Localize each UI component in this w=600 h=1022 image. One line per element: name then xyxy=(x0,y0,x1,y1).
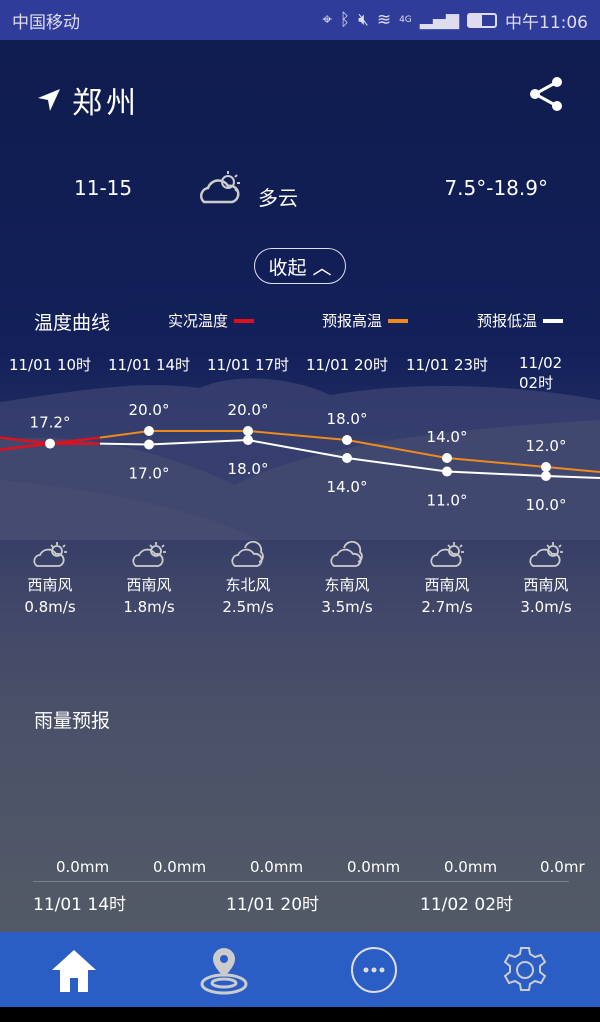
wifi-icon: ≋ xyxy=(376,10,392,30)
cloudy-icon xyxy=(330,540,363,567)
signal-icon: ▂▄▆ xyxy=(419,10,459,30)
time-label: 11/01 10时 xyxy=(8,356,92,374)
rain-date: 11/02 02时 xyxy=(420,895,514,915)
low-temp-label: 14.0° xyxy=(327,478,368,496)
temperature-chart: 17.2° 20.0° 17.0° 20.0° 18.0° 18.0° 14.0° 14.0°… xyxy=(0,378,600,540)
high-temp-label: 17.2° xyxy=(30,414,71,432)
system-nav-bar xyxy=(0,1007,600,1022)
partly-cloudy-icon xyxy=(132,542,166,567)
wind-speed: 2.7m/s xyxy=(421,598,473,616)
high-temp-point xyxy=(541,462,551,472)
legend-actual: 实况温度 xyxy=(168,310,255,331)
bluetooth-icon: ᛒ xyxy=(339,10,351,30)
partly-cloudy-icon xyxy=(198,168,242,213)
high-temp-label: 20.0° xyxy=(129,401,170,419)
high-temp-label: 18.0° xyxy=(327,410,368,428)
status-bar: 中国移动 ⌖ ᛒ 🔇︎ ≋ 4G ▂▄▆ 中午11:06 xyxy=(0,0,600,40)
wind-speed: 2.5m/s xyxy=(222,598,274,616)
location-icon[interactable] xyxy=(199,944,249,996)
hourly-item: 东南风 3.5m/s xyxy=(297,540,397,618)
hourly-item: 东北风 2.5m/s xyxy=(198,540,298,618)
low-temp-point xyxy=(442,466,452,477)
carrier: 中国移动 xyxy=(12,12,80,33)
hourly-item: 西南风 3.0m/s xyxy=(496,540,596,618)
battery-icon xyxy=(467,12,497,28)
legend-low: 预报低温 xyxy=(477,310,564,331)
wind-speed: 3.0m/s xyxy=(520,598,572,616)
low-temp-point xyxy=(144,439,154,450)
share-icon[interactable] xyxy=(528,76,564,112)
wind-speed: 1.8m/s xyxy=(123,598,175,616)
high-temp-label: 20.0° xyxy=(228,401,269,419)
partly-cloudy-icon xyxy=(33,542,67,567)
partly-cloudy-icon xyxy=(529,542,563,567)
wind-direction: 西南风 xyxy=(424,576,470,594)
high-temp-point xyxy=(442,453,452,463)
collapse-button[interactable]: 收起 ︿ xyxy=(254,248,346,284)
time-label: 11/01 17时 xyxy=(206,356,290,374)
hill-front xyxy=(0,480,260,540)
rain-axis-line xyxy=(33,881,569,882)
wind-speed: 3.5m/s xyxy=(321,598,373,616)
low-temp-point xyxy=(243,435,253,445)
low-temp-label: 10.0° xyxy=(526,496,567,514)
wind-direction: 西南风 xyxy=(523,576,569,594)
high-temp-point xyxy=(144,426,154,436)
partly-cloudy-icon xyxy=(198,100,242,141)
low-temp-label: 18.0° xyxy=(228,460,269,478)
settings-icon[interactable] xyxy=(500,945,550,995)
bottom-nav xyxy=(0,932,600,1007)
hourly-item: 西南风 0.8m/s xyxy=(0,540,100,618)
clock: 中午11:06 xyxy=(505,12,588,33)
rain-title: 雨量预报 xyxy=(34,710,111,732)
high-temp-label: 12.0° xyxy=(526,437,567,455)
high-temp-point xyxy=(243,426,253,436)
actual-temp-point xyxy=(45,438,55,449)
cloudy-icon xyxy=(231,540,264,567)
city-header[interactable]: 郑州 xyxy=(36,78,140,122)
time-label: 11/01 14时 xyxy=(107,356,191,374)
high-temp-label: 14.0° xyxy=(427,428,468,446)
more-icon[interactable] xyxy=(349,945,399,995)
location-status-icon: ⌖ xyxy=(322,10,332,30)
legend-high: 预报高温 xyxy=(322,310,409,331)
temp-curve-title: 温度曲线 xyxy=(34,312,111,334)
wind-direction: 西南风 xyxy=(126,576,172,594)
low-temp-label: 17.0° xyxy=(129,465,170,483)
home-icon[interactable] xyxy=(50,946,98,994)
time-label: 11/01 20时 xyxy=(305,356,389,374)
wind-direction: 东南风 xyxy=(324,576,370,594)
rain-date: 11/01 14时 xyxy=(33,895,127,915)
mute-icon: 🔇︎ xyxy=(358,10,369,30)
navigation-arrow-icon xyxy=(38,89,60,111)
low-temp-label: 11.0° xyxy=(427,492,468,510)
time-label: 11/02 02时 xyxy=(519,354,563,392)
high-temp-point xyxy=(342,435,352,445)
wind-speed: 0.8m/s xyxy=(24,598,76,616)
rain-date: 11/01 20时 xyxy=(226,895,320,915)
low-temp-point xyxy=(342,453,352,463)
wind-direction: 西南风 xyxy=(27,576,73,594)
partly-cloudy-icon xyxy=(430,542,464,567)
hourly-item: 西南风 1.8m/s xyxy=(99,540,199,618)
time-label: 11/01 23时 xyxy=(405,356,489,374)
low-temp-point xyxy=(541,471,551,481)
wind-direction: 东北风 xyxy=(225,576,271,594)
weather-main[interactable]: 多云 郑州 11-15 多云 7.5°-18.9° 收起 ︿ 温度曲线 实况温度… xyxy=(0,40,600,932)
city-name: 郑州 xyxy=(72,86,140,121)
network-type: 4G xyxy=(399,15,412,25)
hourly-item: 西南风 2.7m/s xyxy=(397,540,497,618)
